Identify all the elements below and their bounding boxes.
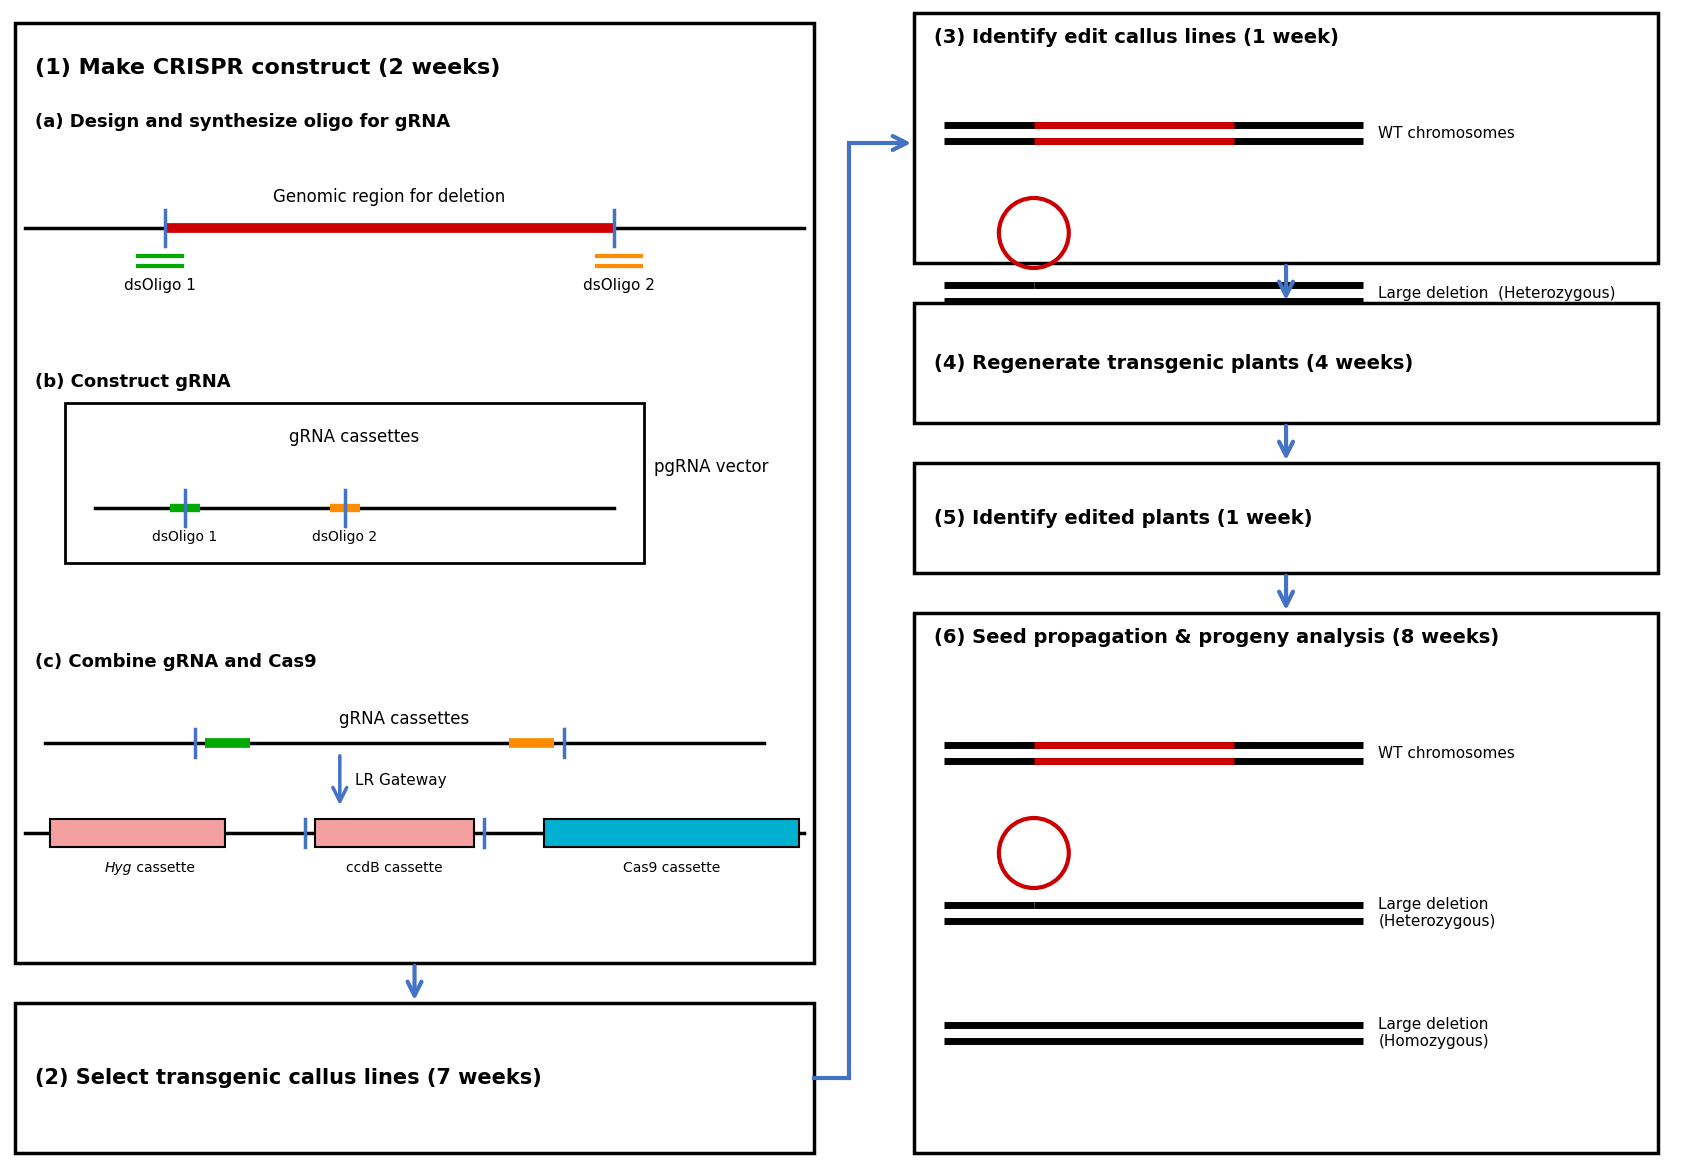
FancyBboxPatch shape bbox=[51, 819, 224, 847]
Text: (5) Identify edited plants (1 week): (5) Identify edited plants (1 week) bbox=[935, 508, 1312, 528]
FancyBboxPatch shape bbox=[66, 404, 645, 563]
Text: cassette: cassette bbox=[133, 861, 195, 875]
Text: gRNA cassettes: gRNA cassettes bbox=[290, 428, 419, 445]
FancyBboxPatch shape bbox=[914, 463, 1659, 573]
FancyBboxPatch shape bbox=[914, 304, 1659, 423]
Text: gRNA cassettes: gRNA cassettes bbox=[340, 709, 470, 728]
FancyBboxPatch shape bbox=[914, 613, 1659, 1153]
Text: (4) Regenerate transgenic plants (4 weeks): (4) Regenerate transgenic plants (4 week… bbox=[935, 354, 1413, 372]
Text: dsOligo 1: dsOligo 1 bbox=[152, 530, 217, 544]
FancyBboxPatch shape bbox=[15, 1003, 813, 1153]
Text: (6) Seed propagation & progeny analysis (8 weeks): (6) Seed propagation & progeny analysis … bbox=[935, 628, 1499, 647]
Text: Large deletion
(Heterozygous): Large deletion (Heterozygous) bbox=[1379, 897, 1495, 929]
Text: (2) Select transgenic callus lines (7 weeks): (2) Select transgenic callus lines (7 we… bbox=[35, 1068, 542, 1089]
Text: Hyg: Hyg bbox=[104, 861, 133, 875]
Text: ccdB cassette: ccdB cassette bbox=[347, 861, 443, 875]
Text: dsOligo 1: dsOligo 1 bbox=[125, 278, 195, 293]
Text: pgRNA vector: pgRNA vector bbox=[655, 458, 770, 476]
FancyBboxPatch shape bbox=[544, 819, 800, 847]
Text: (1) Make CRISPR construct (2 weeks): (1) Make CRISPR construct (2 weeks) bbox=[35, 58, 500, 78]
FancyBboxPatch shape bbox=[15, 23, 813, 963]
Text: WT chromosomes: WT chromosomes bbox=[1379, 126, 1516, 141]
Text: (b) Construct gRNA: (b) Construct gRNA bbox=[35, 373, 231, 391]
FancyBboxPatch shape bbox=[315, 819, 475, 847]
Text: dsOligo 2: dsOligo 2 bbox=[312, 530, 377, 544]
Text: Large deletion  (Heterozygous): Large deletion (Heterozygous) bbox=[1379, 285, 1617, 300]
Text: WT chromosomes: WT chromosomes bbox=[1379, 745, 1516, 761]
Text: Large deletion
(Homozygous): Large deletion (Homozygous) bbox=[1379, 1016, 1489, 1049]
Text: Genomic region for deletion: Genomic region for deletion bbox=[273, 188, 505, 206]
Text: (3) Identify edit callus lines (1 week): (3) Identify edit callus lines (1 week) bbox=[935, 28, 1339, 47]
Text: dsOligo 2: dsOligo 2 bbox=[583, 278, 655, 293]
Text: LR Gateway: LR Gateway bbox=[355, 773, 446, 789]
FancyBboxPatch shape bbox=[914, 13, 1659, 263]
Text: (c) Combine gRNA and Cas9: (c) Combine gRNA and Cas9 bbox=[35, 652, 317, 671]
Text: (a) Design and synthesize oligo for gRNA: (a) Design and synthesize oligo for gRNA bbox=[35, 113, 450, 131]
Text: Cas9 cassette: Cas9 cassette bbox=[623, 861, 721, 875]
